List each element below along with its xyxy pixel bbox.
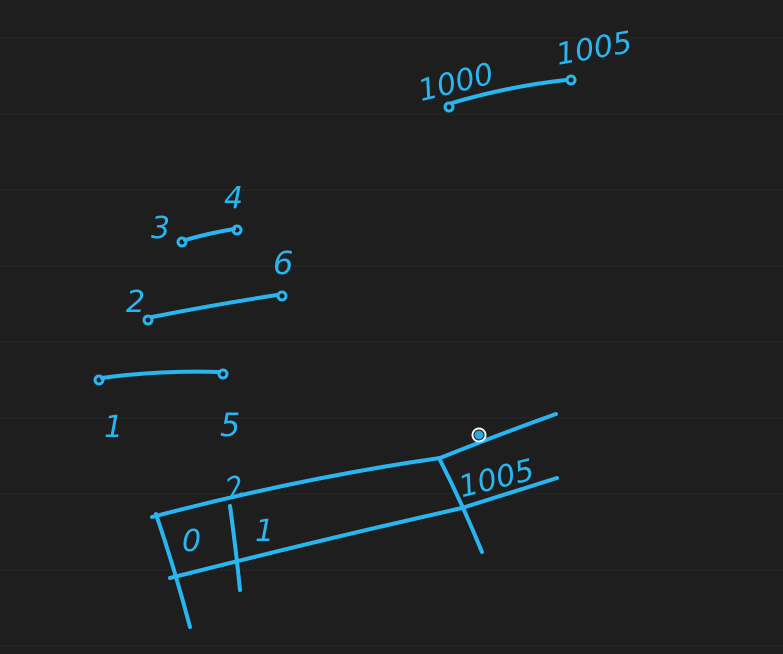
ink-strokes: 1000 1005 3 4 2 6: [93, 25, 635, 629]
interval-1000-1005-start-point: [443, 101, 455, 113]
interval-3-4-segment: [183, 227, 236, 242]
interval-2-6-start-point: [142, 314, 154, 326]
array-sketch: 0 1 2 1005: [150, 412, 559, 629]
interval-2-6-end-label: 6: [273, 244, 293, 282]
interval-2-6: 2 6: [126, 244, 293, 326]
pen-cursor: [471, 427, 487, 443]
array-cell-1: 1: [255, 514, 274, 549]
interval-1-5-end-label: 5: [220, 406, 240, 444]
interval-1000-1005-end-point: [565, 74, 577, 86]
interval-1-5-start-label: 1: [104, 410, 123, 445]
pen-cursor-dot: [474, 430, 484, 440]
array-top-line: [150, 412, 558, 519]
interval-2-6-segment: [150, 293, 279, 319]
interval-1-5-end-point: [217, 368, 229, 380]
interval-1000-1005-segment: [450, 78, 568, 105]
interval-1-5: 1 5: [93, 368, 240, 445]
array-middle-line: [168, 476, 559, 580]
interval-3-4-end-label: 4: [224, 181, 243, 216]
array-divider-before-1005: [437, 456, 484, 554]
interval-1-5-segment: [100, 369, 221, 380]
array-divider-0-1: [228, 504, 242, 592]
array-cell-0: 0: [182, 524, 201, 559]
interval-3-4: 3 4: [151, 181, 243, 248]
interval-3-4-start-label: 3: [151, 211, 170, 246]
interval-1-5-start-point: [93, 374, 105, 386]
ruled-lines: [0, 37, 783, 647]
interval-3-4-start-point: [176, 236, 188, 248]
interval-3-4-end-point: [231, 224, 243, 236]
interval-2-6-end-point: [276, 290, 288, 302]
interval-1000-1005-end-label: 1005: [553, 25, 634, 73]
interval-2-6-start-label: 2: [126, 285, 145, 320]
array-left-border: [154, 512, 192, 629]
pen-cursor-ring: [471, 427, 487, 443]
